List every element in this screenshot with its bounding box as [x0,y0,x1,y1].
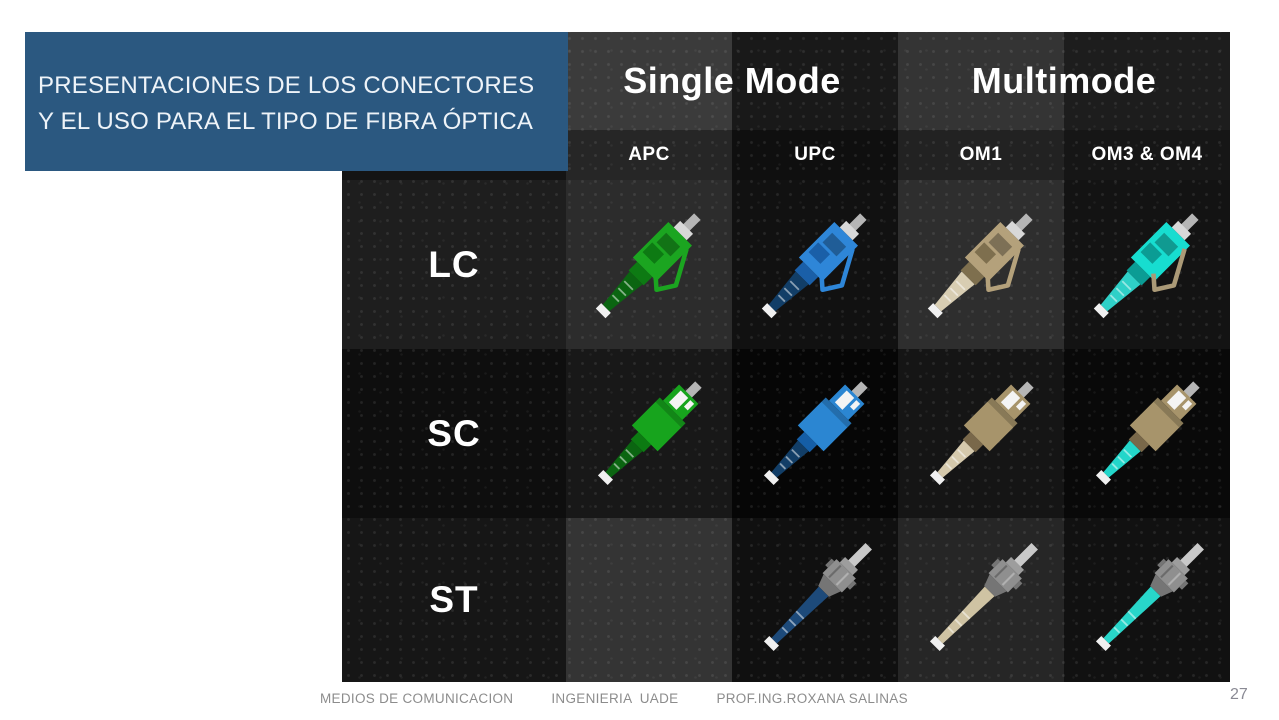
grid-cell [1064,32,1230,130]
grid-cell [342,349,566,518]
grid-cell [566,130,732,180]
lc-om1-connector [927,212,1033,318]
lc-upc-connector [761,212,867,318]
footer-course: MEDIOS DE COMUNICACION [320,691,514,706]
row-header-lc: LC [428,243,480,285]
grid-cell [898,32,1064,130]
title-box: PRESENTACIONES DE LOS CONECTORES Y EL US… [25,32,568,171]
col-header-om3-om4: OM3 & OM4 [1091,144,1203,165]
sc-om3-om4-connector-cell [1064,349,1230,518]
sc-apc-connector [597,380,702,485]
row-header-st: ST [429,579,479,620]
page-number: 27 [1230,686,1248,703]
st-om3-om4-connector [1095,543,1204,652]
sc-om3-om4-connector [1095,380,1200,485]
st-om1-connector [929,543,1038,652]
sc-om1-connector [929,380,1034,485]
lc-om1-connector-cell [898,180,1064,349]
col-header-om1: OM1 [959,144,1003,165]
footer-professor: PROF.ING.ROXANA SALINAS [716,691,908,706]
st-om3-om4-connector-cell [1064,518,1230,682]
group-header-single-mode: Single Mode [623,60,841,101]
st-upc-connector [763,543,872,652]
lc-apc-connector-cell [566,180,732,349]
grid-cell [898,130,1064,180]
sc-om1-connector-cell [898,349,1064,518]
lc-apc-connector [595,212,701,318]
col-header-upc: UPC [794,144,836,165]
lc-om3-om4-connector [1093,212,1199,318]
footer: MEDIOS DE COMUNICACION INGENIERIA UADE P… [320,691,908,706]
grid-cell [732,32,898,130]
slide-title: PRESENTACIONES DE LOS CONECTORES Y EL US… [38,71,535,135]
st-upc-connector-cell [732,518,898,682]
row-header-sc: SC [427,412,481,454]
lc-om3-om4-connector-cell [1064,180,1230,349]
lc-upc-connector-cell [732,180,898,349]
sc-upc-connector [763,380,868,485]
sc-apc-connector-cell [566,349,732,518]
col-header-apc: APC [628,144,670,165]
grid-cell [342,180,566,349]
grid-cell [1064,130,1230,180]
footer-institution: INGENIERIA UADE [551,691,679,706]
grid-cell [732,130,898,180]
group-header-multimode: Multimode [971,60,1157,101]
st-om1-connector-cell [898,518,1064,682]
grid-cell [342,518,566,682]
sc-upc-connector-cell [732,349,898,518]
grid-cell [566,518,732,682]
grid-cell [566,32,732,130]
